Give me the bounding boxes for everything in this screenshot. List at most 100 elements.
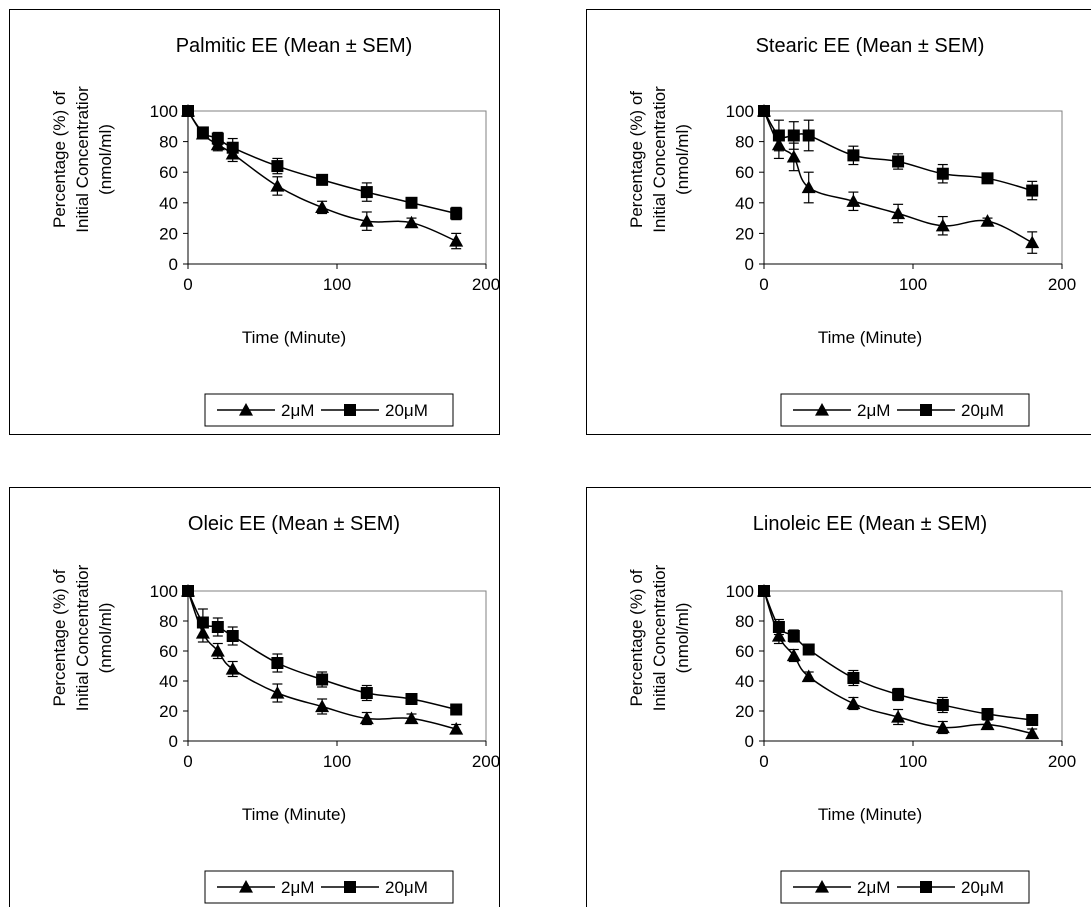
data-point-square — [772, 129, 785, 142]
legend: 2μM 20μM — [780, 393, 1030, 427]
data-point-square — [936, 167, 949, 180]
legend: 2μM 20μM — [204, 393, 454, 427]
data-point-square — [182, 585, 194, 597]
data-point-triangle — [980, 214, 995, 227]
legend-marker-triangle — [815, 403, 829, 416]
legend-marker-square — [920, 404, 932, 416]
x-axis-title: Time (Minute) — [242, 805, 346, 824]
data-point-square — [1026, 714, 1039, 726]
x-tick-label: 200 — [472, 752, 500, 771]
y-tick-label: 80 — [735, 133, 754, 152]
chart-title: Palmitic EE (Mean ± SEM) — [176, 35, 413, 57]
y-tick-label: 0 — [745, 255, 754, 274]
data-point-square — [802, 643, 815, 656]
x-tick-label: 200 — [1048, 752, 1076, 771]
data-point-triangle — [935, 218, 950, 232]
x-tick-label: 200 — [1048, 275, 1076, 294]
data-point-triangle — [404, 215, 419, 229]
data-point-triangle — [1025, 726, 1040, 740]
data-point-triangle — [935, 720, 950, 734]
data-point-square — [226, 630, 239, 642]
data-point-square — [1026, 184, 1039, 197]
legend-marker-triangle — [239, 403, 253, 416]
y-axis-title-line: Percentage (%) of — [50, 569, 69, 706]
data-point-triangle — [786, 648, 801, 662]
y-axis-title-line: Percentage (%) of — [50, 91, 69, 228]
legend-marker-triangle — [239, 880, 253, 893]
y-tick-label: 0 — [169, 732, 178, 751]
y-tick-label: 0 — [745, 732, 754, 751]
x-tick-label: 100 — [899, 275, 927, 294]
y-tick-label: 100 — [150, 582, 178, 601]
data-point-square — [360, 186, 373, 199]
data-point-triangle — [1025, 235, 1040, 249]
y-tick-label: 40 — [159, 194, 178, 213]
x-axis-title: Time (Minute) — [818, 328, 922, 347]
chart-panel-3: Oleic EE (Mean ± SEM) 0 20 40 60 80 100 0 100 200… — [9, 487, 500, 907]
data-point-square — [405, 196, 418, 209]
y-tick-label: 100 — [726, 582, 754, 601]
data-point-square — [847, 149, 860, 162]
x-tick-label: 200 — [472, 275, 500, 294]
data-point-triangle — [980, 717, 995, 731]
data-point-square — [772, 621, 785, 633]
legend-label: 2μM — [281, 401, 314, 420]
data-point-triangle — [210, 644, 225, 657]
data-point-triangle — [801, 669, 816, 683]
data-point-square — [211, 132, 224, 145]
data-point-square — [226, 141, 239, 154]
x-tick-label: 100 — [323, 275, 351, 294]
y-tick-label: 100 — [150, 102, 178, 121]
data-point-square — [360, 687, 373, 699]
data-point-square — [936, 699, 949, 711]
y-axis-title-line: Initial Concentratior — [650, 86, 669, 233]
y-tick-label: 20 — [159, 702, 178, 721]
chart-title: Oleic EE (Mean ± SEM) — [188, 513, 400, 535]
data-point-triangle — [359, 711, 374, 725]
data-point-triangle — [404, 711, 419, 725]
data-point-square — [271, 160, 284, 173]
y-tick-label: 0 — [169, 255, 178, 274]
legend-marker-square — [344, 881, 356, 893]
data-point-square — [450, 703, 463, 716]
data-point-square — [847, 672, 860, 684]
data-point-triangle — [449, 722, 464, 735]
y-tick-label: 80 — [735, 612, 754, 631]
data-point-triangle — [786, 149, 801, 163]
data-point-square — [450, 207, 463, 220]
legend-label: 2μM — [281, 878, 314, 897]
data-point-triangle — [846, 194, 861, 207]
y-axis-title-line: (nmol/ml) — [673, 124, 692, 195]
data-point-square — [182, 105, 194, 117]
y-tick-label: 20 — [735, 702, 754, 721]
y-tick-label: 100 — [726, 102, 754, 121]
y-tick-label: 60 — [159, 642, 178, 661]
data-point-triangle — [891, 206, 906, 220]
y-tick-label: 80 — [159, 133, 178, 152]
series-2 — [758, 585, 1039, 726]
legend-label: 2μM — [857, 401, 890, 420]
legend-label: 20μM — [385, 401, 428, 420]
data-point-triangle — [270, 178, 285, 192]
chart-title: Linoleic EE (Mean ± SEM) — [753, 513, 987, 535]
data-point-square — [196, 616, 209, 629]
data-point-triangle — [315, 200, 330, 213]
y-axis-title-line: Percentage (%) of — [627, 569, 646, 706]
data-point-square — [892, 155, 905, 168]
data-point-square — [316, 673, 329, 686]
legend-marker-triangle — [815, 880, 829, 893]
y-tick-label: 40 — [735, 672, 754, 691]
legend-marker-square — [344, 404, 356, 416]
y-tick-label: 40 — [159, 672, 178, 691]
y-axis-title-line: Percentage (%) of — [627, 91, 646, 228]
y-axis-title-line: (nmol/ml) — [673, 603, 692, 674]
y-tick-label: 20 — [735, 224, 754, 243]
y-axis-title-line: (nmol/ml) — [96, 603, 115, 674]
series-2 — [182, 105, 463, 221]
plot-area — [187, 110, 487, 265]
data-point-triangle — [359, 214, 374, 227]
x-axis-title: Time (Minute) — [818, 805, 922, 824]
data-point-triangle — [846, 696, 861, 710]
data-point-square — [271, 657, 284, 669]
